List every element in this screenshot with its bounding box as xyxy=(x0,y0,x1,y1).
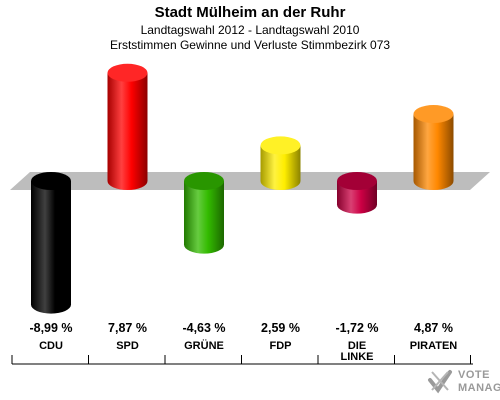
value-label: -1,72 % xyxy=(335,321,378,335)
chart-title: Stadt Mülheim an der Ruhr xyxy=(154,4,346,21)
value-label: 2,59 % xyxy=(261,321,300,335)
bar-spd xyxy=(107,63,148,190)
bar-gruene xyxy=(184,172,224,254)
value-label: -4,63 % xyxy=(182,321,225,335)
logo-text-manager: MANAGER xyxy=(458,382,500,394)
category-label: DIE LINKE xyxy=(341,340,374,363)
category-label: CDU xyxy=(39,340,63,352)
category-label: PIRATEN xyxy=(410,340,458,352)
value-label: 7,87 % xyxy=(108,321,147,335)
category-label: FDP xyxy=(270,340,292,352)
category-label: GRÜNE xyxy=(184,339,224,352)
logo-text-vote: VOTE xyxy=(458,369,490,381)
checkmark-cross-icon xyxy=(428,370,452,394)
bar-die-linke xyxy=(337,172,377,214)
bar-fdp xyxy=(260,136,301,190)
value-label: -8,99 % xyxy=(29,321,72,335)
value-label: 4,87 % xyxy=(414,321,453,335)
bar-cdu xyxy=(31,172,71,314)
chart-subtitle-district: Erststimmen Gewinne und Verluste Stimmbe… xyxy=(109,38,391,52)
bar-piraten xyxy=(413,105,454,190)
category-label: SPD xyxy=(116,340,139,352)
chart-subtitle-election: Landtagswahl 2012 - Landtagswahl 2010 xyxy=(140,23,360,37)
